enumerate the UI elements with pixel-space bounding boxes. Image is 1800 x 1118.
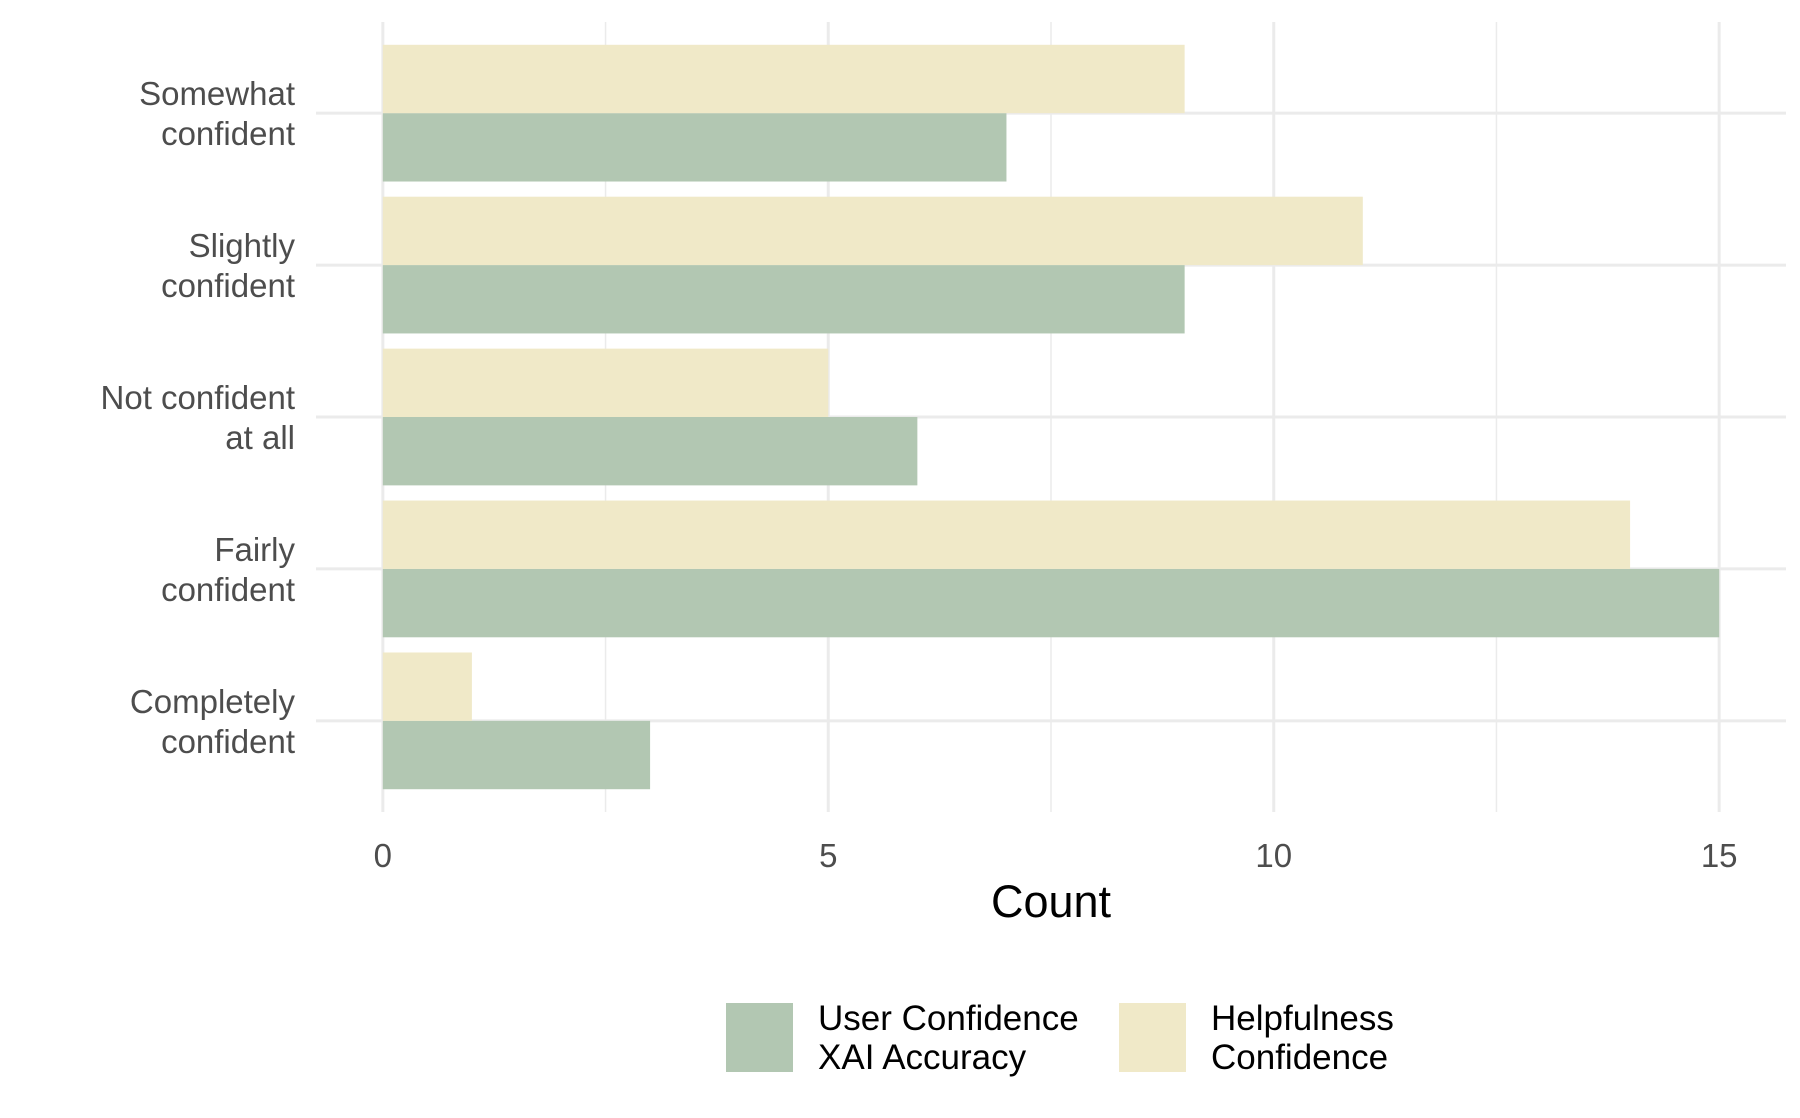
x-tick-label: 0 bbox=[374, 837, 392, 874]
y-tick-label: Fairly confident bbox=[161, 531, 295, 608]
bar bbox=[382, 500, 1631, 569]
x-tick-label: 10 bbox=[1255, 837, 1292, 874]
x-tick-label: 5 bbox=[819, 837, 837, 874]
bar bbox=[382, 113, 1007, 182]
bar bbox=[382, 44, 1185, 114]
y-tick-label: Slightly confident bbox=[161, 227, 295, 304]
x-axis-title: Count bbox=[991, 876, 1112, 927]
bar bbox=[382, 568, 1720, 638]
legend-label: User Confidence XAI Accuracy bbox=[818, 999, 1079, 1077]
bar bbox=[382, 196, 1363, 266]
x-tick-label: 15 bbox=[1701, 837, 1738, 874]
bar bbox=[382, 720, 651, 790]
bars bbox=[382, 44, 1720, 790]
x-tick-labels: 0 5 10 15 bbox=[374, 837, 1738, 874]
legend-key bbox=[1119, 1003, 1186, 1072]
legend: User Confidence XAI Accuracy Helpfulness Co… bbox=[726, 999, 1394, 1077]
y-tick-labels: Completely confident Fairly confident Not co… bbox=[101, 75, 296, 760]
y-tick-label: Somewhat confident bbox=[139, 75, 295, 152]
legend-label: Helpfulness Confidence bbox=[1211, 999, 1394, 1077]
legend-key bbox=[726, 1003, 793, 1072]
bar bbox=[382, 417, 918, 486]
bar bbox=[382, 348, 829, 417]
y-tick-label: Not confident at all bbox=[101, 379, 295, 456]
bar bbox=[382, 652, 472, 721]
bar bbox=[382, 265, 1185, 334]
y-tick-label: Completely confident bbox=[130, 683, 296, 760]
